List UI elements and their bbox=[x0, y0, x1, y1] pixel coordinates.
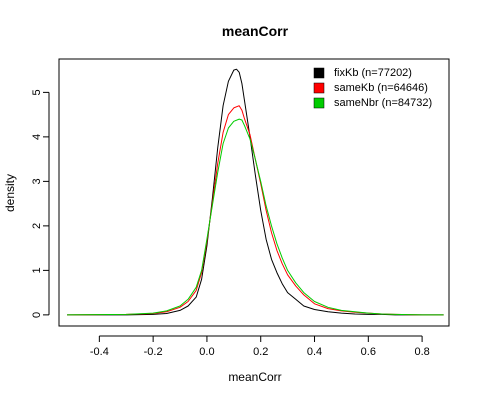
y-axis-label: density bbox=[3, 174, 17, 212]
legend-swatch-1 bbox=[313, 82, 325, 94]
y-tick-label: 0 bbox=[31, 312, 43, 318]
y-tick-label: 4 bbox=[31, 134, 43, 140]
legend-label-1: sameKb (n=64646) bbox=[334, 82, 428, 94]
x-axis-label: meanCorr bbox=[228, 370, 281, 384]
y-tick-label: 2 bbox=[31, 223, 43, 229]
y-axis: 0 1 2 3 4 5 bbox=[31, 89, 50, 318]
series-line-1 bbox=[67, 105, 444, 316]
legend-swatch-0 bbox=[313, 67, 325, 79]
series-lines bbox=[67, 68, 444, 316]
y-tick-label: 5 bbox=[31, 89, 43, 95]
x-tick-label: 0.4 bbox=[307, 346, 322, 358]
series-line-2 bbox=[67, 118, 444, 316]
y-tick-label: 1 bbox=[31, 267, 43, 273]
x-axis: -0.4 -0.2 0.0 0.2 0.4 0.6 0.8 bbox=[90, 335, 430, 358]
x-tick-label: 0.8 bbox=[414, 346, 429, 358]
legend: fixKb (n=77202) sameKb (n=64646) sameNbr (… bbox=[313, 67, 432, 109]
x-tick-label: 0.0 bbox=[199, 346, 214, 358]
chart-title: meanCorr bbox=[222, 23, 289, 39]
x-tick-label: 0.2 bbox=[253, 346, 268, 358]
x-tick-label: 0.6 bbox=[361, 346, 376, 358]
x-tick-label: -0.4 bbox=[90, 346, 109, 358]
y-tick-label: 3 bbox=[31, 178, 43, 184]
legend-label-0: fixKb (n=77202) bbox=[334, 67, 412, 79]
plot-frame bbox=[58, 58, 450, 327]
legend-label-2: sameNbr (n=84732) bbox=[334, 97, 432, 109]
legend-swatch-2 bbox=[313, 97, 325, 109]
x-tick-label: -0.2 bbox=[144, 346, 163, 358]
